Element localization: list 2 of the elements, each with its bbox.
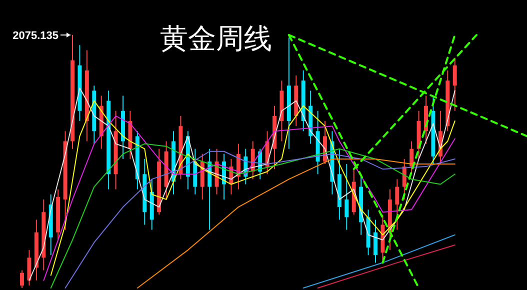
chart-title: 黄金周线 [160,22,272,55]
annotation: 2075.135 [12,30,58,42]
